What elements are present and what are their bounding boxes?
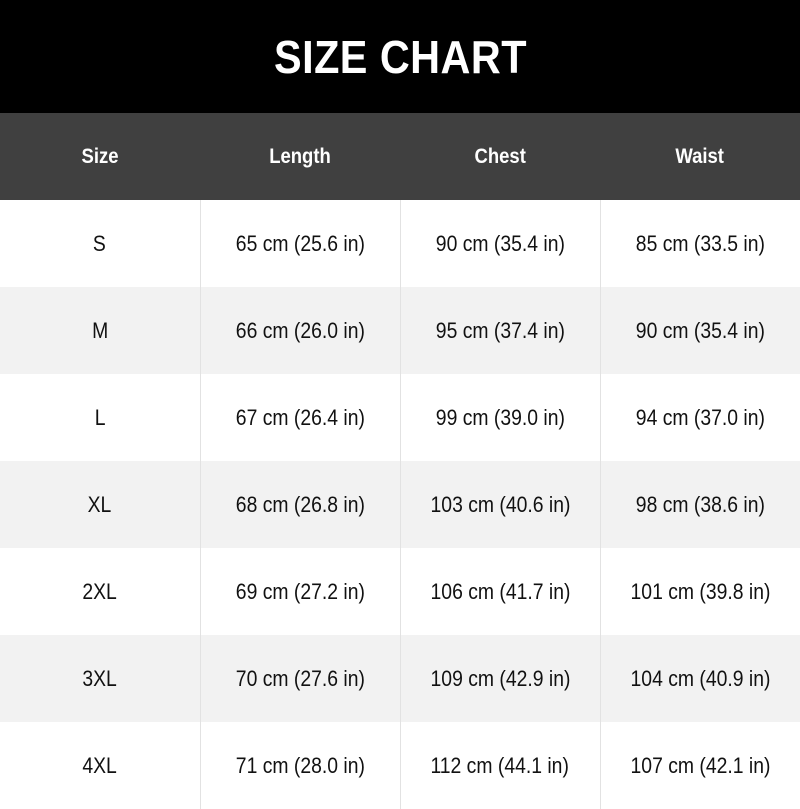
table-row: L 67 cm (26.4 in) 99 cm (39.0 in) 94 cm (37… — [0, 374, 800, 461]
table-row: XL 68 cm (26.8 in) 103 cm (40.6 in) 98 cm (… — [0, 461, 800, 548]
cell-value: M — [91, 317, 108, 343]
cell-chest: 99 cm (39.0 in) — [399, 374, 600, 461]
cell-value: 106 cm (41.7 in) — [430, 578, 570, 604]
cell-value: 112 cm (44.1 in) — [430, 752, 570, 778]
cell-value: 71 cm (28.0 in) — [235, 752, 365, 778]
cell-chest: 106 cm (41.7 in) — [399, 548, 600, 635]
table-row: S 65 cm (25.6 in) 90 cm (35.4 in) 85 cm (33… — [0, 200, 800, 287]
column-header-waist: Waist — [600, 113, 800, 200]
cell-size: XL — [0, 461, 200, 548]
cell-waist: 90 cm (35.4 in) — [599, 287, 800, 374]
cell-size: M — [0, 287, 200, 374]
cell-waist: 94 cm (37.0 in) — [599, 374, 800, 461]
page-title: SIZE CHART — [273, 30, 527, 83]
cell-value: 70 cm (27.6 in) — [235, 665, 365, 691]
cell-value: 3XL — [82, 665, 117, 691]
cell-value: S — [93, 230, 107, 256]
cell-length: 71 cm (28.0 in) — [199, 722, 400, 809]
cell-size: 2XL — [0, 548, 200, 635]
cell-waist: 98 cm (38.6 in) — [599, 461, 800, 548]
cell-value: 95 cm (37.4 in) — [435, 317, 565, 343]
cell-value: 109 cm (42.9 in) — [430, 665, 570, 691]
cell-value: 65 cm (25.6 in) — [235, 230, 365, 256]
cell-waist: 104 cm (40.9 in) — [599, 635, 800, 722]
title-bar: SIZE CHART — [0, 0, 800, 113]
cell-value: XL — [87, 491, 112, 517]
cell-length: 68 cm (26.8 in) — [199, 461, 400, 548]
cell-value: 104 cm (40.9 in) — [630, 665, 771, 691]
header-row: Size Length Chest Waist — [0, 113, 800, 200]
cell-value: 4XL — [82, 752, 117, 778]
cell-length: 69 cm (27.2 in) — [199, 548, 400, 635]
cell-value: 94 cm (37.0 in) — [635, 404, 765, 430]
cell-length: 67 cm (26.4 in) — [199, 374, 400, 461]
column-header-label: Chest — [474, 144, 526, 168]
cell-value: 107 cm (42.1 in) — [630, 752, 771, 778]
cell-chest: 90 cm (35.4 in) — [399, 200, 600, 287]
cell-length: 65 cm (25.6 in) — [199, 200, 400, 287]
column-header-chest: Chest — [400, 113, 600, 200]
cell-value: 101 cm (39.8 in) — [630, 578, 771, 604]
cell-value: 68 cm (26.8 in) — [235, 491, 365, 517]
cell-value: 90 cm (35.4 in) — [435, 230, 565, 256]
cell-chest: 95 cm (37.4 in) — [399, 287, 600, 374]
cell-size: 3XL — [0, 635, 200, 722]
cell-size: 4XL — [0, 722, 200, 809]
cell-size: S — [0, 200, 200, 287]
cell-value: 66 cm (26.0 in) — [235, 317, 365, 343]
cell-length: 70 cm (27.6 in) — [199, 635, 400, 722]
cell-value: 67 cm (26.4 in) — [235, 404, 365, 430]
cell-value: 69 cm (27.2 in) — [235, 578, 365, 604]
cell-value: 2XL — [82, 578, 117, 604]
column-header-label: Length — [269, 144, 331, 168]
table-row: M 66 cm (26.0 in) 95 cm (37.4 in) 90 cm (35… — [0, 287, 800, 374]
cell-waist: 101 cm (39.8 in) — [599, 548, 800, 635]
cell-value: 103 cm (40.6 in) — [430, 491, 570, 517]
cell-value: L — [94, 404, 106, 430]
cell-value: 98 cm (38.6 in) — [635, 491, 765, 517]
size-table: Size Length Chest Waist S 65 cm (25.6 in) 90 … — [0, 113, 800, 809]
column-header-length: Length — [200, 113, 400, 200]
table-row: 3XL 70 cm (27.6 in) 109 cm (42.9 in) 104 cm… — [0, 635, 800, 722]
table-row: 2XL 69 cm (27.2 in) 106 cm (41.7 in) 101 cm… — [0, 548, 800, 635]
cell-size: L — [0, 374, 200, 461]
table-row: 4XL 71 cm (28.0 in) 112 cm (44.1 in) 107 cm… — [0, 722, 800, 809]
column-header-size: Size — [0, 113, 200, 200]
cell-value: 85 cm (33.5 in) — [635, 230, 765, 256]
cell-chest: 112 cm (44.1 in) — [399, 722, 600, 809]
column-header-label: Waist — [675, 144, 725, 168]
column-header-label: Size — [81, 144, 119, 168]
cell-value: 90 cm (35.4 in) — [635, 317, 765, 343]
cell-waist: 107 cm (42.1 in) — [599, 722, 800, 809]
cell-chest: 103 cm (40.6 in) — [399, 461, 600, 548]
cell-waist: 85 cm (33.5 in) — [599, 200, 800, 287]
cell-chest: 109 cm (42.9 in) — [399, 635, 600, 722]
cell-value: 99 cm (39.0 in) — [435, 404, 565, 430]
cell-length: 66 cm (26.0 in) — [199, 287, 400, 374]
